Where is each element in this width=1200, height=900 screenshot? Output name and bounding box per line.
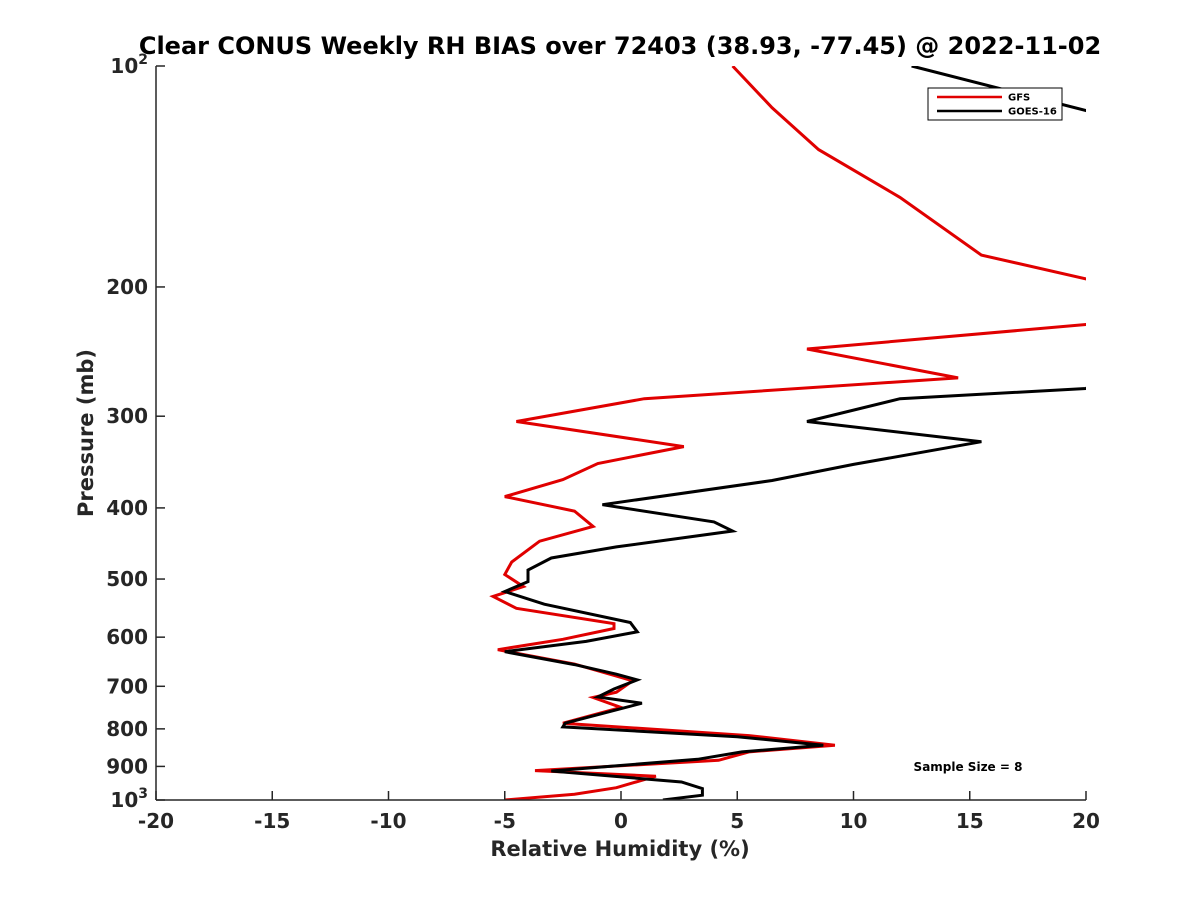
x-tick-label: -5 — [494, 809, 516, 833]
x-tick-label: 0 — [614, 809, 628, 833]
x-tick-label: -10 — [370, 809, 406, 833]
chart-title: Clear CONUS Weekly RH BIAS over 72403 (3… — [139, 32, 1101, 60]
y-tick-label: 800 — [106, 717, 148, 741]
x-axis-label: Relative Humidity (%) — [490, 837, 749, 861]
y-tick-label: 102 — [110, 52, 148, 78]
x-tick-label: 10 — [840, 809, 868, 833]
x-tick-label: 5 — [730, 809, 744, 833]
x-tick-label: -20 — [138, 809, 174, 833]
x-tick-label: 20 — [1072, 809, 1100, 833]
y-tick-label: 600 — [106, 625, 148, 649]
series-layer — [489, 66, 1086, 800]
x-tick-label: 15 — [956, 809, 984, 833]
series-line-1 — [500, 66, 1086, 800]
legend-box — [927, 87, 1063, 121]
sample-size-annotation: Sample Size = 8 — [914, 760, 1023, 774]
legend-label-1: GOES-16 — [1008, 107, 1057, 118]
legend: GFS GOES-16 — [927, 87, 1063, 121]
y-tick-label: 103 — [110, 786, 148, 812]
y-tick-label: 400 — [106, 496, 148, 520]
y-axis-label: Pressure (mb) — [74, 349, 98, 517]
y-tick-label: 500 — [106, 567, 148, 591]
x-tick-label: -15 — [254, 809, 290, 833]
axes-layer: -20 -15 -10 -5 0 5 10 15 20 102 200 300 400 500 600 700… — [106, 52, 1100, 833]
y-tick-label: 900 — [106, 754, 148, 778]
y-tick-label: 200 — [106, 275, 148, 299]
series-line-0 — [489, 66, 1086, 800]
legend-label-0: GFS — [1008, 93, 1030, 104]
y-tick-label: 700 — [106, 674, 148, 698]
y-tick-label: 300 — [106, 404, 148, 428]
